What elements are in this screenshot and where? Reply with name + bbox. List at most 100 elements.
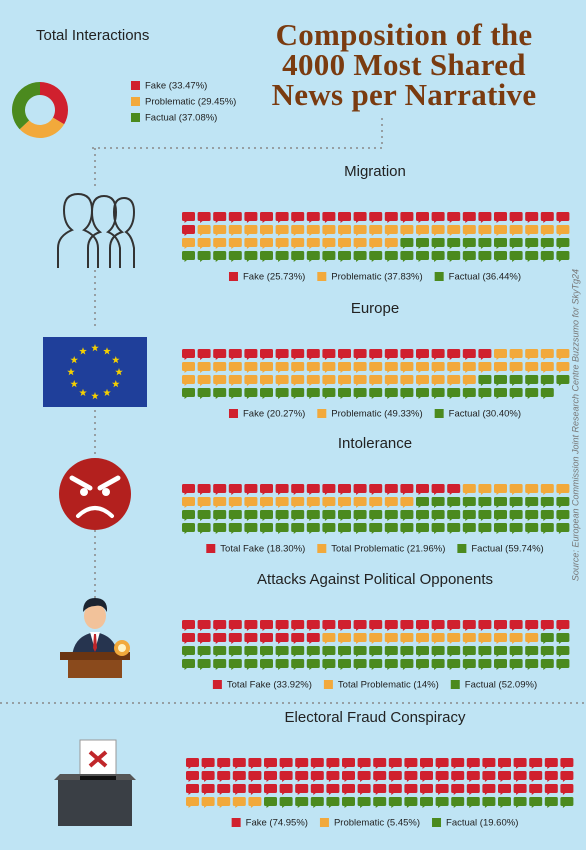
waffle-icon bbox=[416, 349, 429, 360]
waffle-icon bbox=[462, 620, 476, 631]
waffle-icon bbox=[322, 388, 336, 399]
waffle-icon bbox=[416, 212, 429, 223]
waffle-icon bbox=[228, 375, 242, 386]
waffle-icon bbox=[291, 633, 305, 644]
waffle-icon bbox=[416, 238, 429, 249]
waffle-icon bbox=[540, 646, 554, 657]
waffle-icon bbox=[228, 646, 242, 657]
waffle-icon bbox=[466, 771, 480, 782]
waffle-icon bbox=[275, 238, 289, 249]
waffle-icon bbox=[326, 758, 340, 769]
waffle-icon bbox=[260, 388, 273, 399]
waffle-icon bbox=[435, 784, 449, 795]
waffle-icon bbox=[197, 484, 211, 495]
waffle-icon bbox=[400, 238, 414, 249]
waffle-icon bbox=[264, 758, 277, 769]
waffle-icon bbox=[369, 633, 383, 644]
waffle-icon bbox=[291, 225, 305, 236]
waffle-icon bbox=[462, 349, 476, 360]
waffle-icon bbox=[509, 510, 523, 521]
waffle-icon bbox=[275, 659, 289, 670]
ballot-icon bbox=[54, 739, 136, 826]
legend-swatch bbox=[228, 272, 238, 281]
waffle-icon bbox=[295, 797, 309, 808]
waffle-icon bbox=[384, 659, 398, 670]
waffle-icon bbox=[369, 238, 383, 249]
chart-title: Total Interactions bbox=[36, 27, 149, 44]
legend-label: Fake (74.95%) bbox=[246, 818, 308, 829]
waffle-icon bbox=[228, 388, 242, 399]
waffle-icon bbox=[197, 510, 211, 521]
waffle-icon bbox=[228, 659, 242, 670]
waffle-icon bbox=[228, 238, 242, 249]
legend-swatch bbox=[319, 818, 329, 827]
waffle-icon bbox=[400, 659, 414, 670]
legend-swatch bbox=[317, 544, 327, 553]
waffle-icon bbox=[416, 375, 429, 386]
waffle-icon bbox=[384, 251, 398, 262]
waffle-icon bbox=[478, 212, 492, 223]
waffle-icon bbox=[275, 620, 289, 631]
waffle-icon bbox=[494, 620, 507, 631]
waffle-icon bbox=[326, 797, 340, 808]
waffle-icon bbox=[509, 633, 523, 644]
waffle-icon bbox=[322, 510, 336, 521]
waffle-icon bbox=[232, 797, 246, 808]
waffle-icon bbox=[322, 375, 336, 386]
waffle-icon bbox=[447, 484, 461, 495]
waffle-icon bbox=[228, 212, 242, 223]
waffle-icon bbox=[494, 251, 507, 262]
waffle-icon bbox=[494, 212, 507, 223]
waffle-icon bbox=[540, 362, 554, 373]
legend-swatch bbox=[317, 409, 327, 418]
waffle-icon bbox=[494, 659, 507, 670]
waffle-icon bbox=[431, 375, 445, 386]
legend-swatch bbox=[457, 544, 467, 553]
waffle-icon bbox=[338, 510, 351, 521]
waffle-icon bbox=[217, 771, 231, 782]
waffle-icon bbox=[213, 362, 227, 373]
waffle-icon bbox=[244, 362, 258, 373]
waffle-icon bbox=[556, 251, 570, 262]
waffle-icon bbox=[556, 633, 570, 644]
waffle-icon bbox=[431, 646, 445, 657]
waffle-icon bbox=[369, 646, 383, 657]
waffle-icon bbox=[353, 484, 367, 495]
waffle-icon bbox=[447, 620, 461, 631]
waffle-icon bbox=[244, 225, 258, 236]
waffle-icon bbox=[197, 646, 211, 657]
waffle-icon bbox=[338, 362, 351, 373]
waffle-icon bbox=[213, 388, 227, 399]
waffle-icon bbox=[498, 797, 511, 808]
waffle-icon bbox=[525, 225, 539, 236]
waffle-icon bbox=[556, 349, 570, 360]
waffle-icon bbox=[260, 251, 273, 262]
waffle-icon bbox=[466, 758, 480, 769]
waffle-icon bbox=[478, 238, 492, 249]
waffle-icon bbox=[182, 212, 195, 223]
waffle-icon bbox=[513, 784, 527, 795]
waffle-icon bbox=[525, 484, 539, 495]
waffle-icon bbox=[228, 349, 242, 360]
waffle-icon bbox=[513, 758, 527, 769]
waffle-icon bbox=[310, 771, 324, 782]
waffle-icon bbox=[462, 633, 476, 644]
waffle-icon bbox=[260, 523, 273, 534]
waffle-icon bbox=[275, 349, 289, 360]
waffle-icon bbox=[338, 225, 351, 236]
waffle-icon bbox=[326, 784, 340, 795]
waffle-icon bbox=[338, 349, 351, 360]
waffle-icon bbox=[244, 238, 258, 249]
waffle-icon bbox=[525, 497, 539, 508]
waffle-icon bbox=[291, 349, 305, 360]
waffle-icon bbox=[260, 212, 273, 223]
waffle-icon bbox=[306, 362, 320, 373]
waffle-icon bbox=[525, 362, 539, 373]
waffle-icon bbox=[540, 659, 554, 670]
waffle-icon bbox=[525, 349, 539, 360]
waffle-icon bbox=[338, 497, 351, 508]
main-title: Composition of the 4000 Most Shared News… bbox=[271, 17, 537, 112]
legend-label: Factual (30.40%) bbox=[449, 409, 521, 420]
waffle-icon bbox=[384, 523, 398, 534]
waffle-icon bbox=[322, 362, 336, 373]
